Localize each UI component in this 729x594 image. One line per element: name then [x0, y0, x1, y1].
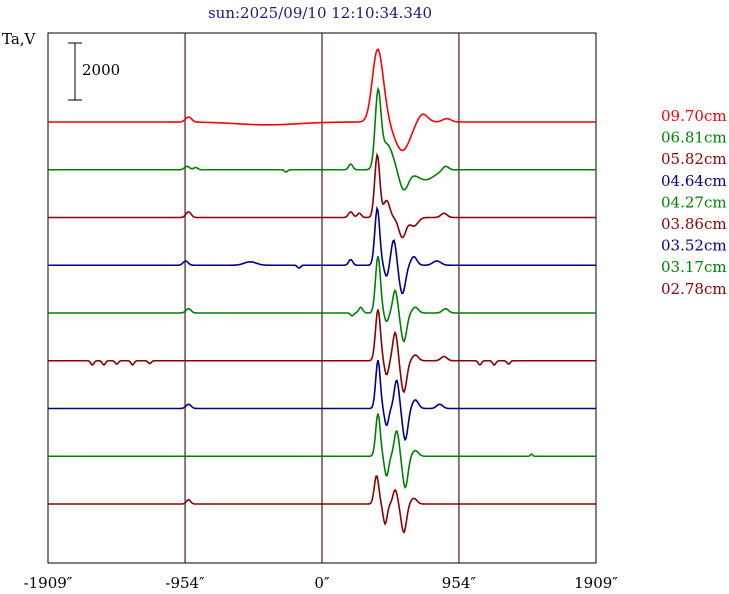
- legend-entry-02.78cm: 02.78cm: [661, 280, 727, 298]
- legend-entry-04.27cm: 04.27cm: [661, 193, 727, 211]
- scale-bar-label: 2000: [82, 61, 120, 79]
- y-axis-label: Ta,V: [2, 30, 37, 48]
- legend-entry-03.17cm: 03.17cm: [661, 258, 727, 276]
- legend-entry-03.52cm: 03.52cm: [661, 237, 727, 255]
- trace-03.86cm: [48, 309, 596, 394]
- legend-entry-09.70cm: 09.70cm: [661, 107, 727, 125]
- x-tick-label-0: -1909″: [24, 574, 73, 592]
- chart-title: sun:2025/09/10 12:10:34.340: [208, 4, 432, 22]
- scale-bar: 2000: [68, 42, 120, 101]
- trace-03.17cm: [48, 413, 596, 489]
- trace-09.70cm: [48, 48, 596, 152]
- trace-04.64cm: [48, 205, 596, 295]
- legend-entry-03.86cm: 03.86cm: [661, 215, 727, 233]
- legend: 09.70cm 06.81cm 05.82cm 04.64cm 04.27cm 03.86…: [661, 107, 727, 298]
- x-axis-tick-labels: -1909″ -954″ 0″ 954″ 1909″: [24, 574, 619, 592]
- legend-entry-04.64cm: 04.64cm: [661, 172, 727, 190]
- trace-06.81cm: [48, 86, 596, 191]
- legend-entry-06.81cm: 06.81cm: [661, 129, 727, 147]
- vertical-reference-lines: [184, 33, 460, 563]
- traces: [48, 48, 596, 534]
- x-tick-label-2: 0″: [314, 574, 330, 592]
- trace-02.78cm: [48, 475, 596, 534]
- x-tick-label-4: 1909″: [574, 574, 618, 592]
- trace-05.82cm: [48, 152, 596, 239]
- x-tick-label-3: 954″: [442, 574, 477, 592]
- x-tick-label-1: -954″: [165, 574, 205, 592]
- trace-03.52cm: [48, 359, 596, 442]
- trace-04.27cm: [48, 255, 596, 343]
- legend-entry-05.82cm: 05.82cm: [661, 150, 727, 168]
